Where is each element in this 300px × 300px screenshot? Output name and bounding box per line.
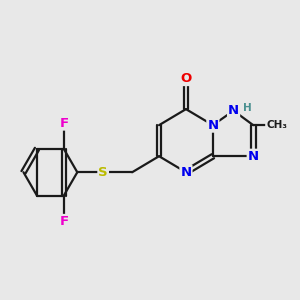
Text: N: N: [180, 166, 191, 179]
Text: O: O: [180, 72, 192, 85]
Text: F: F: [59, 117, 68, 130]
Text: F: F: [59, 215, 68, 228]
Text: N: N: [207, 119, 218, 132]
Text: S: S: [98, 166, 108, 179]
Text: CH₃: CH₃: [266, 120, 287, 130]
Text: H: H: [243, 103, 252, 113]
Text: N: N: [248, 150, 259, 163]
Text: N: N: [228, 104, 239, 117]
